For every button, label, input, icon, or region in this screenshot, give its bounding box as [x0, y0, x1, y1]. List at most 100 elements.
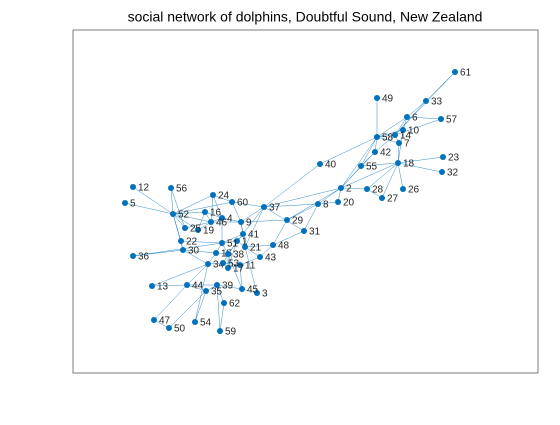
node-marker: [208, 219, 214, 225]
edge: [406, 116, 442, 120]
node-marker: [374, 95, 380, 101]
node-marker: [130, 253, 136, 259]
node-label: 33: [431, 97, 443, 108]
edge: [227, 240, 238, 269]
edge: [340, 187, 368, 190]
node-label: 2: [346, 184, 352, 195]
edge: [212, 194, 223, 219]
edge: [381, 162, 399, 199]
edge: [172, 201, 233, 215]
node-label: 16: [210, 208, 222, 219]
node-label: 5: [130, 199, 136, 210]
edge: [397, 156, 444, 164]
node-label: 1: [242, 237, 248, 248]
node-marker: [440, 154, 446, 160]
node-marker: [221, 300, 227, 306]
node-label: 9: [246, 218, 252, 229]
edge: [132, 242, 223, 257]
node-label: 11: [245, 261, 256, 272]
node-marker: [392, 132, 398, 138]
node-label: 54: [200, 318, 212, 329]
node-marker: [270, 242, 276, 248]
node-marker: [210, 192, 216, 198]
node-label: 53: [228, 259, 240, 270]
node-label: 13: [157, 282, 169, 293]
edge: [168, 290, 207, 329]
edge: [172, 213, 186, 229]
edge: [124, 202, 174, 215]
edge: [221, 217, 242, 223]
node-marker: [261, 204, 267, 210]
node-label: 6: [412, 113, 418, 124]
node-marker: [257, 254, 263, 260]
node-marker: [395, 160, 401, 166]
edge: [204, 211, 223, 219]
edge: [366, 162, 399, 190]
node-label: 8: [323, 200, 329, 211]
edge: [216, 284, 225, 304]
node-marker: [438, 116, 444, 122]
edge: [151, 263, 209, 287]
node-marker: [166, 325, 172, 331]
node-label: 22: [186, 237, 198, 248]
node-label: 14: [400, 131, 412, 142]
edge: [240, 219, 288, 223]
node-label: 4: [227, 214, 233, 225]
edge: [172, 213, 212, 223]
edge: [340, 165, 362, 189]
edge: [132, 186, 174, 215]
node-marker: [452, 69, 458, 75]
edge: [263, 206, 305, 232]
edge: [376, 129, 404, 138]
node-label: 47: [159, 316, 171, 327]
edge: [184, 221, 212, 229]
node-label: 27: [387, 194, 399, 205]
node-label: 60: [237, 198, 249, 209]
edge: [240, 206, 265, 223]
edge: [212, 194, 233, 203]
node-label: 10: [408, 126, 420, 137]
edge: [376, 136, 400, 144]
graph-title: social network of dolphins, Doubtful Sou…: [128, 9, 483, 25]
edge: [170, 187, 174, 215]
edge: [376, 116, 408, 138]
node-label: 44: [192, 281, 204, 292]
node-marker: [374, 134, 380, 140]
node-label: 55: [366, 162, 378, 173]
node-label: 39: [222, 281, 234, 292]
edge: [194, 263, 209, 323]
node-label: 24: [218, 191, 230, 202]
edge: [340, 136, 378, 189]
node-marker: [195, 227, 201, 233]
edge: [244, 244, 274, 248]
node-marker: [217, 328, 223, 334]
node-marker: [338, 185, 344, 191]
node-marker: [122, 200, 128, 206]
edge: [186, 284, 207, 292]
node-label: 43: [265, 253, 277, 264]
node-marker: [184, 282, 190, 288]
node-label: 52: [178, 210, 190, 221]
node-marker: [178, 238, 184, 244]
node-label: 20: [343, 198, 355, 209]
edge: [263, 203, 319, 208]
edge: [239, 264, 243, 290]
node-label: 38: [233, 250, 245, 261]
node-marker: [423, 98, 429, 104]
edge: [272, 219, 288, 246]
node-marker: [213, 250, 219, 256]
node-marker: [379, 195, 385, 201]
node-marker: [182, 225, 188, 231]
node-marker: [149, 283, 155, 289]
node-marker: [203, 288, 209, 294]
node-marker: [220, 260, 226, 266]
node-label: 19: [203, 226, 215, 237]
edge: [244, 206, 265, 248]
edge: [219, 302, 225, 332]
edge: [172, 194, 214, 215]
node-label: 32: [447, 168, 459, 179]
node-label: 18: [403, 159, 415, 170]
edge: [360, 136, 378, 167]
edge: [231, 201, 265, 208]
node-marker: [170, 211, 176, 217]
